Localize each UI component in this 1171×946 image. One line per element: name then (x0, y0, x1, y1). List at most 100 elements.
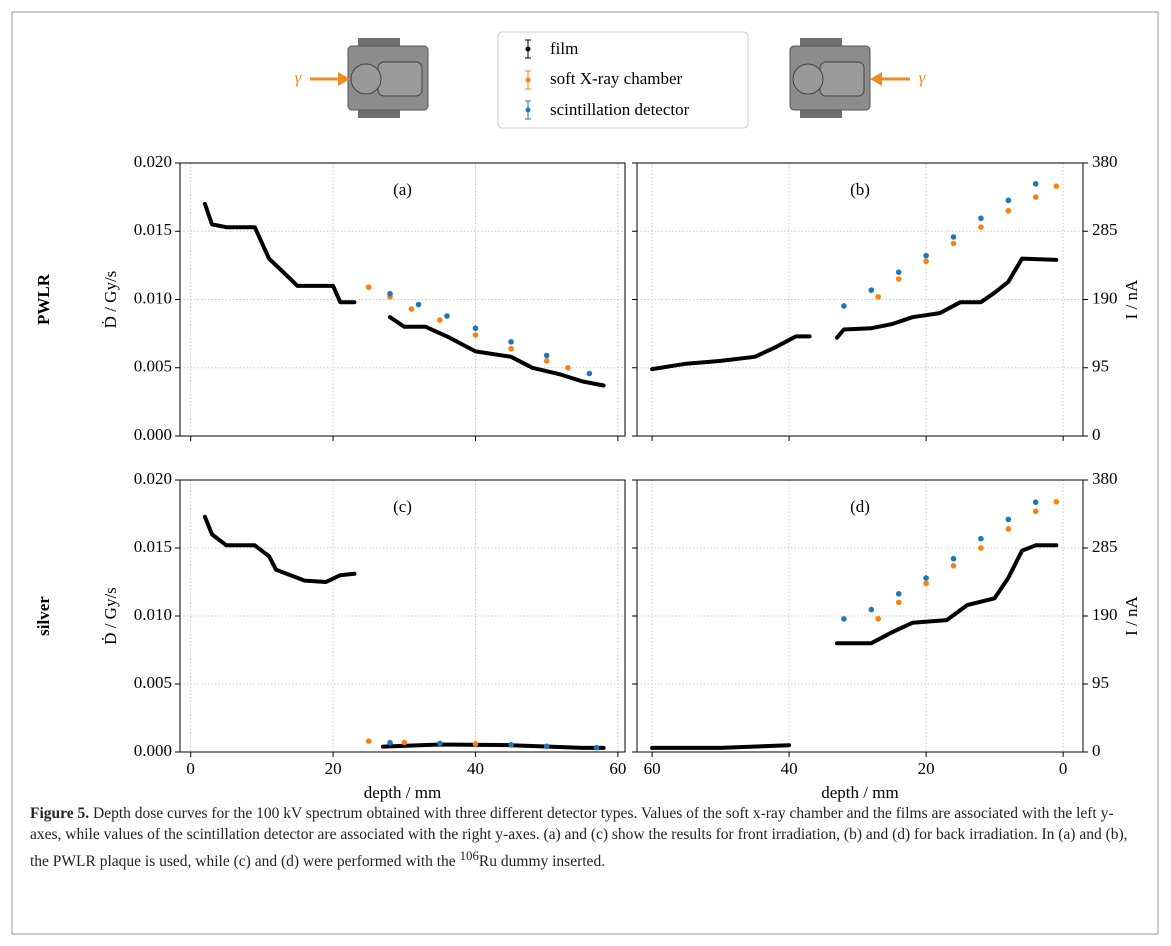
data-point (978, 224, 984, 230)
panel-label: (b) (850, 180, 870, 199)
y-axis-label: Ḋ / Gy/s (101, 587, 120, 645)
data-point (1005, 197, 1012, 204)
row-label: silver (34, 596, 53, 636)
data-point (895, 591, 902, 597)
plot-frame (636, 479, 1084, 753)
x-tick-label: 0 (186, 759, 195, 778)
y-tick-label: 0.005 (134, 673, 172, 692)
data-point (978, 215, 984, 222)
data-point (950, 234, 957, 240)
row-label: PWLR (34, 273, 53, 325)
x-tick-label: 60 (609, 759, 626, 778)
data-point (508, 345, 514, 352)
plot-frame (179, 162, 626, 437)
caption-label: Figure 5. (30, 805, 90, 822)
x-tick-label: 40 (467, 759, 484, 778)
y2-tick-label: 285 (1092, 537, 1118, 556)
x-tick-label: 40 (781, 759, 798, 778)
x-tick-label: 60 (644, 759, 661, 778)
y-tick-label: 0.015 (134, 220, 172, 239)
y-axis-label: Ḋ / Gy/s (101, 271, 120, 329)
caption-superscript: 106 (459, 848, 479, 863)
data-point (950, 562, 957, 569)
film-line (202, 514, 606, 750)
legend-label: film (550, 39, 578, 58)
data-point (1005, 516, 1012, 523)
data-point (950, 555, 957, 562)
y2-tick-label: 95 (1092, 357, 1109, 376)
y2-tick-label: 95 (1092, 673, 1109, 692)
gamma-label: γ (295, 68, 303, 87)
legend: film soft X-ray chamber scintillation de… (497, 31, 749, 129)
panel-label: (a) (393, 180, 412, 199)
y2-tick-label: 285 (1092, 220, 1118, 239)
data-point (950, 240, 957, 247)
y2-tick-label: 380 (1092, 152, 1118, 171)
data-point (387, 739, 393, 746)
data-point (1053, 183, 1060, 190)
data-point (444, 313, 450, 319)
data-point (875, 615, 881, 622)
illustration-left (310, 38, 429, 118)
data-point (565, 364, 571, 371)
data-point (868, 606, 875, 613)
y2-tick-label: 0 (1092, 741, 1101, 760)
data-point (365, 738, 372, 744)
data-point (365, 284, 372, 291)
film-line (650, 256, 1059, 372)
y-tick-label: 0.020 (134, 152, 172, 171)
y-tick-label: 0.015 (134, 537, 172, 556)
y-tick-label: 0.020 (134, 469, 172, 488)
data-point (978, 545, 984, 551)
data-point (1032, 181, 1039, 187)
data-point (472, 741, 479, 747)
y2-tick-label: 190 (1092, 288, 1118, 307)
data-point (508, 339, 514, 345)
data-point (472, 325, 479, 332)
data-point (437, 317, 443, 323)
legend-label: scintillation detector (550, 100, 690, 119)
plot-frame (636, 162, 1084, 437)
data-point (1005, 207, 1012, 214)
data-point (1032, 499, 1039, 505)
data-point (923, 258, 929, 265)
data-point (472, 332, 479, 338)
data-point (923, 252, 929, 259)
y2-axis-label: I / nA (1122, 595, 1141, 635)
x-axis-label: depth / mm (364, 783, 441, 802)
y-tick-label: 0.000 (134, 741, 172, 760)
legend-label: soft X-ray chamber (550, 69, 683, 88)
data-point (543, 358, 550, 364)
data-point (875, 293, 881, 300)
data-point (895, 276, 902, 282)
data-point (923, 580, 929, 587)
x-tick-label: 0 (1059, 759, 1068, 778)
figure-border (11, 11, 1159, 935)
gamma-label: γ (919, 68, 927, 87)
y-tick-label: 0.010 (134, 605, 172, 624)
data-point (841, 303, 847, 309)
data-point (401, 739, 408, 746)
data-point (593, 744, 600, 751)
data-point (387, 290, 393, 297)
y-tick-label: 0.005 (134, 357, 172, 376)
data-point (1032, 194, 1039, 200)
data-point (586, 370, 593, 377)
caption: Figure 5. Depth dose curves for the 100 … (30, 803, 1140, 872)
plot-frame (179, 479, 626, 753)
y-tick-label: 0.000 (134, 425, 172, 444)
y2-tick-label: 380 (1092, 469, 1118, 488)
data-point (415, 301, 422, 308)
data-point (437, 740, 443, 747)
panel-label: (c) (393, 497, 412, 516)
data-point (895, 269, 902, 276)
data-point (543, 352, 550, 359)
x-tick-label: 20 (325, 759, 342, 778)
y2-axis-label: I / nA (1122, 279, 1141, 319)
x-axis-label: depth / mm (821, 783, 898, 802)
film-line (202, 201, 606, 388)
data-point (1032, 508, 1039, 515)
x-tick-label: 20 (918, 759, 935, 778)
